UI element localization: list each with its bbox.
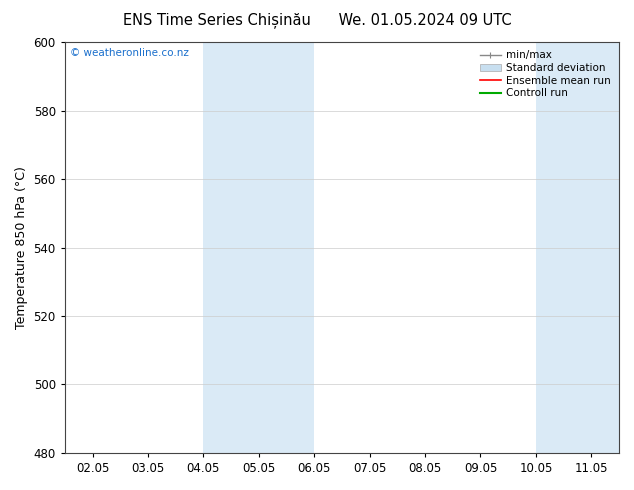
Bar [536, 42, 619, 453]
Legend: min/max, Standard deviation, Ensemble mean run, Controll run: min/max, Standard deviation, Ensemble me… [477, 47, 614, 101]
Bar [204, 42, 314, 453]
Text: ENS Time Series Chișinău      We. 01.05.2024 09 UTC: ENS Time Series Chișinău We. 01.05.2024 … [123, 12, 511, 28]
Y-axis label: Temperature 850 hPa (°C): Temperature 850 hPa (°C) [15, 166, 28, 329]
Text: © weatheronline.co.nz: © weatheronline.co.nz [70, 48, 190, 58]
